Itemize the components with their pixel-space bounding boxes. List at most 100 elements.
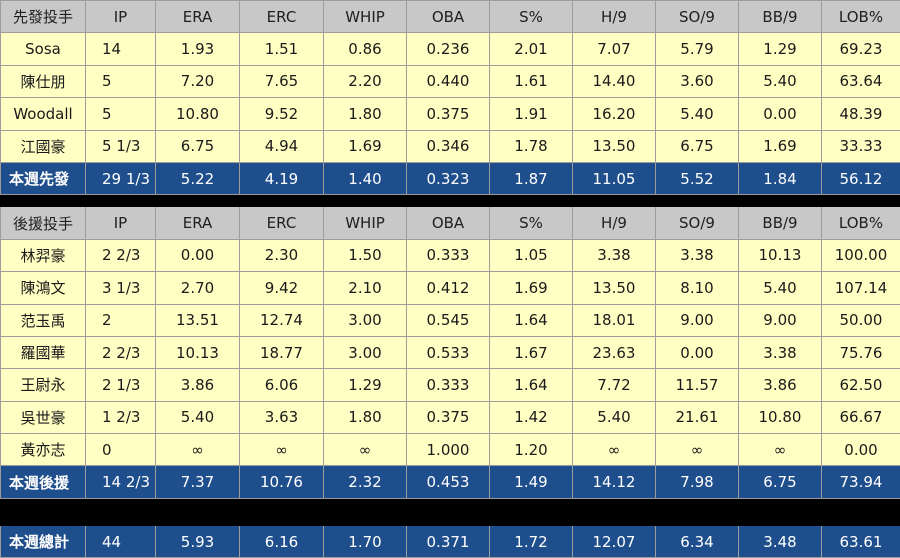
stat-cell: 10.76 [240,466,324,498]
stat-cell: 44 [86,525,156,557]
player-name: 吳世豪 [1,401,86,433]
stat-cell: 48.39 [822,98,900,130]
stat-cell: 11.05 [573,162,656,194]
stat-cell: 5.40 [656,98,739,130]
column-header: SO/9 [656,1,739,33]
stat-cell: 6.06 [240,369,324,401]
stat-cell: 9.00 [739,304,822,336]
stat-cell: 6.75 [656,130,739,162]
stat-cell: ∞ [240,434,324,466]
column-header: WHIP [324,1,407,33]
stat-cell: 10.80 [739,401,822,433]
column-header: ERA [156,207,240,239]
stat-cell: 1.05 [490,239,573,271]
stat-cell: 5.40 [739,65,822,97]
stat-cell: ∞ [324,434,407,466]
player-name: 本週先發 [1,162,86,194]
stat-cell: 0.533 [407,336,490,368]
stat-cell: 13.50 [573,272,656,304]
stat-cell: 3.86 [156,369,240,401]
stat-cell: 69.23 [822,33,900,65]
column-header: H/9 [573,207,656,239]
stat-cell: 3 1/3 [86,272,156,304]
player-name: 羅國華 [1,336,86,368]
stat-cell: 5.40 [573,401,656,433]
player-name: 本週後援 [1,466,86,498]
stat-cell: 11.57 [656,369,739,401]
stat-cell: 1.61 [490,65,573,97]
stat-cell: 0.00 [656,336,739,368]
stat-cell: 0.00 [739,98,822,130]
stat-cell: 0.545 [407,304,490,336]
stat-cell: 23.63 [573,336,656,368]
stat-cell: 1 2/3 [86,401,156,433]
stat-cell: 10.13 [739,239,822,271]
stat-cell: 1.40 [324,162,407,194]
stat-cell: 0.323 [407,162,490,194]
player-name: 王尉永 [1,369,86,401]
player-name: 林羿豪 [1,239,86,271]
stat-cell: 1.20 [490,434,573,466]
stat-cell: 2.01 [490,33,573,65]
column-header: ERC [240,207,324,239]
stat-cell: 6.75 [156,130,240,162]
stat-cell: 1.64 [490,304,573,336]
stat-cell: 62.50 [822,369,900,401]
stat-cell: 13.51 [156,304,240,336]
stat-cell: 1.72 [490,525,573,557]
stat-cell: 2 2/3 [86,336,156,368]
stat-cell: 5.93 [156,525,240,557]
stat-cell: 16.20 [573,98,656,130]
stat-cell: 14 [86,33,156,65]
stat-cell: 12.07 [573,525,656,557]
stat-cell: 7.07 [573,33,656,65]
stat-cell: 1.84 [739,162,822,194]
stat-cell: 0.371 [407,525,490,557]
stat-cell: 1.51 [240,33,324,65]
stat-cell: 4.94 [240,130,324,162]
stat-cell: 0.333 [407,369,490,401]
stat-cell: 21.61 [656,401,739,433]
stat-cell: ∞ [573,434,656,466]
player-name: 本週總計 [1,525,86,557]
column-header: ERA [156,1,240,33]
stat-cell: 18.77 [240,336,324,368]
stat-cell: 0.346 [407,130,490,162]
stat-cell: 14.12 [573,466,656,498]
stat-cell: 0.333 [407,239,490,271]
stat-cell: 7.20 [156,65,240,97]
stat-cell: 1.69 [739,130,822,162]
stat-cell: 1.80 [324,401,407,433]
stat-cell: 12.74 [240,304,324,336]
player-name: Sosa [1,33,86,65]
column-header: H/9 [573,1,656,33]
player-name: 陳仕朋 [1,65,86,97]
stat-cell: ∞ [156,434,240,466]
column-header: WHIP [324,207,407,239]
stat-cell: 1.29 [324,369,407,401]
section-divider [1,498,900,525]
player-name: 黃亦志 [1,434,86,466]
stat-cell: 1.78 [490,130,573,162]
stat-cell: 5.79 [656,33,739,65]
stat-cell: 8.10 [656,272,739,304]
stat-cell: 6.16 [240,525,324,557]
column-header: SO/9 [656,207,739,239]
stat-cell: 14.40 [573,65,656,97]
stat-cell: 63.61 [822,525,900,557]
stat-cell: 5 1/3 [86,130,156,162]
stat-cell: 1.000 [407,434,490,466]
column-header: IP [86,1,156,33]
stat-cell: ∞ [656,434,739,466]
stat-cell: 1.50 [324,239,407,271]
stat-cell: 56.12 [822,162,900,194]
stat-cell: 3.38 [656,239,739,271]
stat-cell: 4.19 [240,162,324,194]
